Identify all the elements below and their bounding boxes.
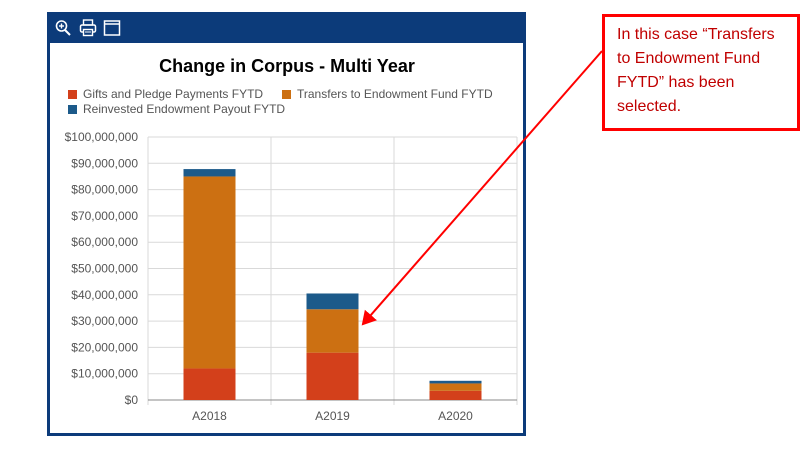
legend-label[interactable]: Transfers to Endowment Fund FYTD (297, 87, 493, 101)
bar-segment[interactable] (306, 293, 359, 310)
x-tick-label: A2020 (438, 409, 473, 423)
y-tick-label: $90,000,000 (71, 156, 138, 170)
chart-bars (183, 169, 482, 400)
bar-segment[interactable] (183, 176, 236, 369)
y-tick-label: $60,000,000 (71, 235, 138, 249)
bar-segment[interactable] (429, 390, 482, 400)
chart-title: Change in Corpus - Multi Year (159, 56, 415, 76)
chart-panel: Change in Corpus - Multi Year Gifts and … (47, 12, 526, 436)
y-tick-label: $70,000,000 (71, 209, 138, 223)
y-tick-label: $40,000,000 (71, 288, 138, 302)
legend-label[interactable]: Gifts and Pledge Payments FYTD (83, 87, 263, 101)
zoom-in-icon[interactable] (54, 18, 72, 38)
legend-swatch[interactable] (68, 105, 77, 114)
chart-toolbar (50, 15, 523, 43)
y-axis: $0 $10,000,000 $20,000,000 $30,000,000 $40,0… (65, 130, 139, 407)
maximize-icon[interactable] (103, 18, 121, 38)
stacked-bar-chart: Change in Corpus - Multi Year Gifts and … (65, 56, 518, 423)
bar-segment[interactable] (429, 383, 482, 391)
y-tick-label: $10,000,000 (71, 367, 138, 381)
y-tick-label: $50,000,000 (71, 262, 138, 276)
y-tick-label: $30,000,000 (71, 314, 138, 328)
legend-label[interactable]: Reinvested Endowment Payout FYTD (83, 102, 285, 116)
bar-segment[interactable] (183, 368, 236, 400)
bar-segment[interactable] (306, 352, 359, 400)
x-tick-label: A2018 (192, 409, 227, 423)
callout-text: In this case “Transfers to Endowment Fun… (617, 26, 775, 115)
print-icon[interactable] (79, 18, 97, 38)
y-tick-label: $20,000,000 (71, 340, 138, 354)
x-tick-label: A2019 (315, 409, 350, 423)
y-tick-label: $80,000,000 (71, 183, 138, 197)
annotation-callout: In this case “Transfers to Endowment Fun… (602, 14, 800, 131)
bar-segment[interactable] (183, 169, 236, 177)
y-tick-label: $100,000,000 (65, 130, 139, 144)
legend-swatch[interactable] (68, 90, 77, 99)
x-axis: A2018 A2019 A2020 (192, 409, 473, 423)
chart-legend: Gifts and Pledge Payments FYTD Transfers … (68, 87, 493, 116)
bar-segment[interactable] (306, 309, 359, 353)
y-tick-label: $0 (125, 393, 139, 407)
legend-swatch[interactable] (282, 90, 291, 99)
bar-segment[interactable] (429, 380, 482, 384)
